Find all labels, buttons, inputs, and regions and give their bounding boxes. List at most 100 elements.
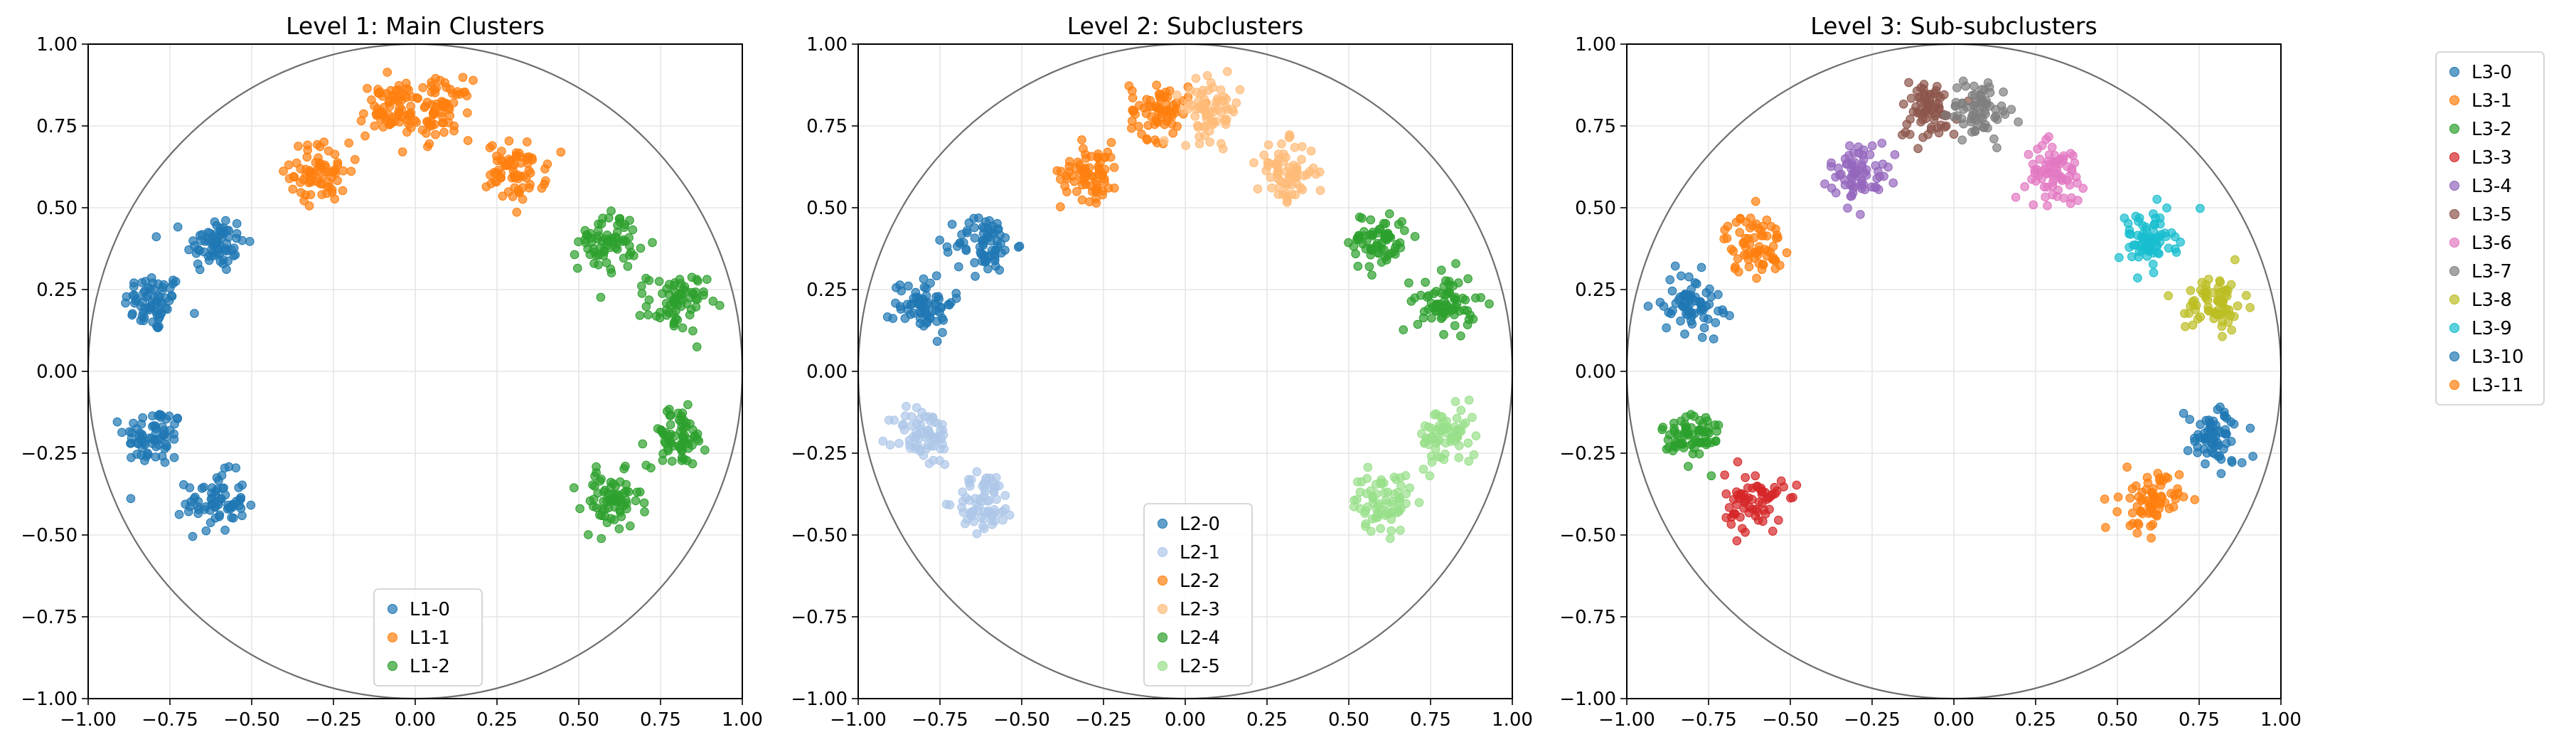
data-point bbox=[2041, 192, 2050, 202]
data-point bbox=[1380, 231, 1390, 240]
data-point bbox=[159, 426, 169, 435]
data-point bbox=[378, 110, 387, 120]
data-point bbox=[664, 308, 673, 317]
data-point bbox=[1922, 105, 1932, 115]
data-point bbox=[2186, 286, 2196, 295]
data-point bbox=[402, 127, 412, 137]
x-tick-label: 1.00 bbox=[1492, 709, 1533, 731]
axes-frame bbox=[87, 43, 743, 699]
legend-marker bbox=[2449, 266, 2459, 276]
data-point bbox=[1263, 161, 1273, 171]
data-point bbox=[2125, 226, 2134, 235]
series-L2-0 bbox=[882, 213, 1025, 346]
data-point bbox=[1381, 255, 1391, 265]
data-point bbox=[2169, 502, 2179, 512]
data-point bbox=[2043, 182, 2052, 192]
data-point bbox=[1015, 241, 1025, 251]
data-point bbox=[938, 328, 947, 337]
data-point bbox=[2147, 487, 2157, 497]
data-point bbox=[469, 75, 478, 85]
data-point bbox=[947, 219, 957, 229]
data-point bbox=[1229, 107, 1239, 117]
legend-marker bbox=[2449, 181, 2459, 191]
data-point bbox=[1417, 429, 1426, 438]
data-point bbox=[2188, 300, 2198, 310]
legend-label: L3-8 bbox=[2471, 290, 2512, 311]
chart-panel-3: Level 3: Sub-subclusters −1.00−1.00 −0.75 −… bbox=[1559, 12, 2545, 731]
data-point bbox=[1957, 99, 1967, 109]
data-point bbox=[350, 154, 360, 164]
data-point bbox=[2196, 203, 2205, 213]
data-point bbox=[2133, 273, 2142, 282]
y-tick-label: −1.00 bbox=[791, 689, 848, 710]
data-point bbox=[614, 524, 624, 534]
legend-marker bbox=[2449, 323, 2459, 333]
data-point bbox=[146, 273, 156, 282]
data-point bbox=[604, 495, 614, 504]
data-point bbox=[670, 317, 679, 327]
series-L2-5 bbox=[1350, 396, 1481, 544]
data-point bbox=[392, 93, 402, 103]
data-point bbox=[1077, 135, 1086, 144]
legend-marker bbox=[2449, 238, 2459, 248]
data-point bbox=[210, 217, 220, 227]
x-tick-label: 0.00 bbox=[395, 709, 436, 731]
data-point bbox=[1924, 90, 1934, 100]
data-point bbox=[1364, 262, 1374, 272]
series-L1-2 bbox=[569, 206, 725, 544]
data-point bbox=[2245, 423, 2255, 433]
data-point bbox=[1202, 71, 1212, 80]
data-point bbox=[1361, 521, 1370, 531]
legend-label: L2-4 bbox=[1180, 627, 1220, 649]
data-point bbox=[492, 156, 502, 166]
data-point bbox=[302, 152, 312, 162]
data-point bbox=[1439, 418, 1448, 427]
data-point bbox=[1159, 136, 1169, 145]
data-point bbox=[683, 400, 693, 410]
data-point bbox=[1883, 162, 1893, 172]
data-point bbox=[1684, 307, 1694, 317]
data-point bbox=[1385, 534, 1395, 544]
data-point bbox=[1353, 477, 1362, 487]
data-point bbox=[333, 158, 343, 167]
data-point bbox=[1376, 524, 1385, 534]
data-point bbox=[1992, 143, 2002, 152]
x-tick-label: 0.25 bbox=[1246, 709, 1288, 731]
legend-label: L2-1 bbox=[1180, 542, 1220, 563]
legend-marker bbox=[2449, 351, 2459, 361]
data-point bbox=[2208, 421, 2218, 431]
data-point bbox=[1181, 141, 1190, 150]
data-point bbox=[2218, 332, 2227, 341]
y-tick-label: 0.50 bbox=[36, 198, 78, 219]
series-L2-1 bbox=[878, 401, 1015, 539]
data-point bbox=[1168, 128, 1178, 138]
legend-marker bbox=[2449, 95, 2459, 105]
data-point bbox=[573, 263, 582, 273]
data-point bbox=[637, 289, 647, 298]
data-point bbox=[1396, 481, 1406, 491]
data-point bbox=[129, 278, 139, 288]
data-point bbox=[1733, 457, 1743, 467]
data-point bbox=[1733, 254, 1743, 264]
series-L3-11 bbox=[2100, 462, 2200, 543]
data-point bbox=[1702, 438, 1712, 447]
series-L3-6 bbox=[2011, 132, 2088, 211]
data-point bbox=[1311, 169, 1321, 179]
data-point bbox=[958, 507, 968, 517]
x-tick-label: 0.75 bbox=[1410, 709, 1451, 731]
data-point bbox=[112, 417, 122, 427]
legend-label: L3-10 bbox=[2471, 346, 2524, 368]
data-point bbox=[1773, 233, 1783, 243]
data-point bbox=[1451, 259, 1460, 268]
data-point bbox=[444, 105, 454, 115]
data-point bbox=[412, 117, 421, 127]
data-point bbox=[575, 504, 584, 514]
data-point bbox=[1471, 293, 1480, 303]
data-point bbox=[1353, 233, 1363, 243]
data-point bbox=[344, 138, 353, 148]
data-point bbox=[423, 117, 432, 126]
data-point bbox=[1357, 213, 1367, 223]
data-point bbox=[1680, 420, 1689, 429]
data-point bbox=[397, 147, 407, 157]
